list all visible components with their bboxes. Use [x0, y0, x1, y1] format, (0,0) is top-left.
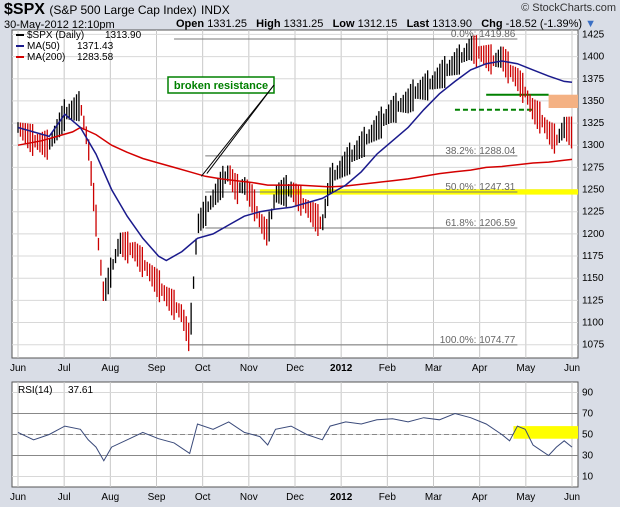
y-tick-label: 1100	[582, 318, 604, 329]
symbol: $SPX	[4, 1, 45, 18]
rsi-y-tick-label: 50	[582, 430, 594, 441]
y-tick-label: 1075	[582, 340, 605, 351]
rsi-x-tick-label: Nov	[240, 492, 258, 503]
legend-name: MA(50)	[27, 41, 60, 52]
x-tick-label: Nov	[240, 363, 258, 374]
legend-value: 1371.43	[77, 41, 114, 52]
y-tick-label: 1300	[582, 140, 605, 151]
legend-value: 1283.58	[77, 52, 114, 63]
fib-label: 38.2%: 1288.04	[445, 146, 515, 157]
ma200-line	[17, 126, 573, 188]
last-label: Last	[406, 18, 430, 30]
rsi-y-tick-label: 30	[582, 451, 594, 462]
exchange: INDX	[201, 3, 230, 17]
rsi-legend-value: 37.61	[68, 385, 93, 396]
y-tick-label: 1325	[582, 118, 605, 129]
x-tick-label: 2012	[330, 363, 353, 374]
y-tick-label: 1250	[582, 185, 605, 196]
y-tick-label: 1125	[582, 295, 604, 306]
rsi-x-tick-label: Oct	[195, 492, 211, 503]
rsi-x-tick-label: Jul	[58, 492, 71, 503]
chg-value: -18.52 (-1.39%)	[505, 18, 583, 30]
x-tick-label: Apr	[472, 363, 488, 374]
open-value: 1331.25	[207, 18, 247, 30]
rsi-x-tick-label: 2012	[330, 492, 353, 503]
y-tick-label: 1175	[582, 251, 604, 262]
fib-label: 61.8%: 1206.59	[445, 218, 515, 229]
rsi-x-tick-label: Apr	[472, 492, 488, 503]
x-tick-label: Sep	[148, 363, 166, 374]
chart-title: $SPX (S&P 500 Large Cap Index) INDX	[4, 1, 230, 19]
annotation-text: broken resistance	[174, 80, 268, 92]
rsi-x-tick-label: Mar	[425, 492, 443, 503]
last-value: 1313.90	[432, 18, 473, 30]
high-label: High	[256, 18, 281, 30]
annotation-arrow-2	[206, 84, 275, 174]
y-tick-label: 1425	[582, 29, 605, 40]
rsi-x-tick-label: May	[516, 492, 535, 503]
legend-value: 1313.90	[105, 30, 142, 41]
rsi-x-tick-label: Jun	[564, 492, 580, 503]
index-name: (S&P 500 Large Cap Index)	[49, 3, 197, 17]
y-tick-label: 1350	[582, 96, 605, 107]
high-value: 1331.25	[283, 18, 324, 30]
fib-label: 50.0%: 1247.31	[445, 182, 515, 193]
ma50-line	[17, 60, 573, 262]
fib-label: 100.0%: 1074.77	[440, 335, 516, 346]
x-tick-label: Dec	[286, 363, 304, 374]
low-label: Low	[332, 18, 355, 30]
x-tick-label: Jul	[58, 363, 71, 374]
quote-row: Open 1331.25 High 1331.25 Low 1312.15 La…	[176, 18, 596, 30]
quote-date: 30-May-2012 12:10pm	[4, 19, 115, 31]
x-tick-label: Oct	[195, 363, 211, 374]
x-tick-label: May	[516, 363, 535, 374]
rsi-x-tick-label: Dec	[286, 492, 304, 503]
rsi-y-tick-label: 70	[582, 409, 594, 420]
rsi-legend-name: RSI(14)	[18, 385, 52, 396]
x-tick-label: Aug	[101, 363, 119, 374]
fib-label: 0.0%: 1419.86	[451, 29, 516, 40]
rsi-x-tick-label: Sep	[148, 492, 166, 503]
y-tick-label: 1400	[582, 52, 605, 63]
y-tick-label: 1275	[582, 162, 605, 173]
legend-name: $SPX (Daily)	[27, 30, 84, 41]
chg-down-icon: ▼	[585, 18, 597, 30]
y-tick-label: 1225	[582, 207, 605, 218]
chg-label: Chg	[481, 18, 503, 30]
rsi-y-tick-label: 10	[582, 472, 594, 483]
y-tick-label: 1150	[582, 273, 604, 284]
rsi-x-tick-label: Feb	[379, 492, 397, 503]
y-tick-label: 1200	[582, 229, 605, 240]
rsi-x-tick-label: Aug	[101, 492, 119, 503]
x-tick-label: Mar	[425, 363, 443, 374]
x-tick-label: Jun	[564, 363, 580, 374]
watermark: © StockCharts.com	[521, 2, 616, 14]
rsi-highlight-zone	[513, 426, 578, 439]
rsi-line	[17, 412, 573, 462]
y-tick-label: 1375	[582, 74, 605, 85]
rsi-y-tick-label: 90	[582, 388, 594, 399]
x-tick-label: Jun	[10, 363, 26, 374]
x-tick-label: Feb	[379, 363, 397, 374]
rsi-x-tick-label: Jun	[10, 492, 26, 503]
resistance-zone	[548, 94, 578, 109]
open-label: Open	[176, 18, 205, 30]
legend-name: MA(200)	[27, 52, 65, 63]
low-value: 1312.15	[357, 18, 398, 30]
